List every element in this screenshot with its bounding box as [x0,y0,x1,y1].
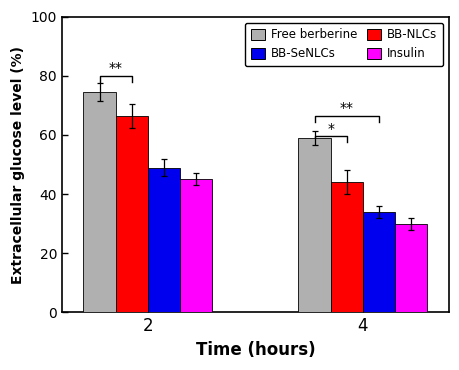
Bar [394,224,426,313]
Y-axis label: Extracellular glucose level (%): Extracellular glucose level (%) [11,46,25,283]
Legend: Free berberine, BB-SeNLCs, BB-NLCs, Insulin: Free berberine, BB-SeNLCs, BB-NLCs, Insu… [245,23,442,66]
Bar [148,168,180,313]
X-axis label: Time (hours): Time (hours) [195,341,314,359]
Bar [330,182,362,313]
Bar [298,138,330,313]
Bar [180,179,212,313]
Bar [362,212,394,313]
Text: **: ** [339,101,353,115]
Text: *: * [326,122,333,135]
Bar [83,92,115,313]
Bar [115,116,148,313]
Text: **: ** [108,61,123,75]
